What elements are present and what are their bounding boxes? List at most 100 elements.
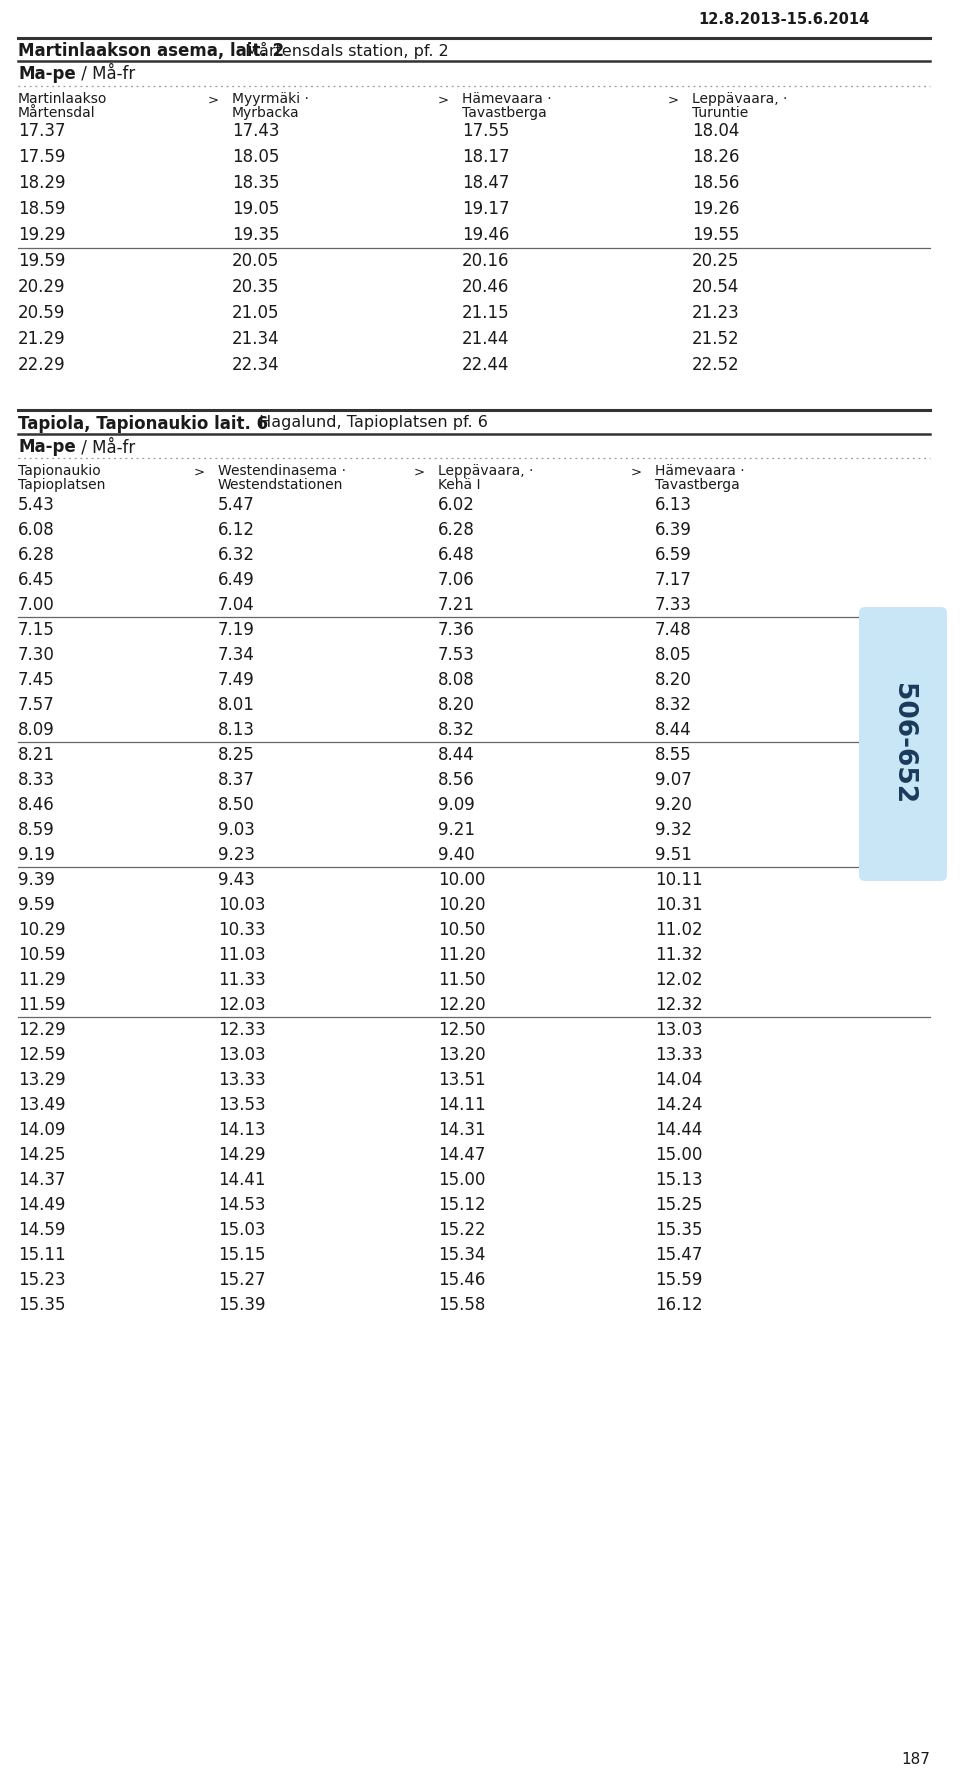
Text: 11.02: 11.02: [655, 921, 703, 939]
Text: 18.29: 18.29: [18, 173, 65, 193]
Text: Leppävaara, ·: Leppävaara, ·: [692, 92, 787, 106]
Text: Tapioplatsen: Tapioplatsen: [18, 477, 106, 492]
Text: 15.03: 15.03: [218, 1222, 266, 1239]
Text: 7.49: 7.49: [218, 672, 254, 690]
Text: 9.32: 9.32: [655, 820, 692, 840]
Text: 14.37: 14.37: [18, 1170, 65, 1190]
Text: 15.25: 15.25: [655, 1195, 703, 1215]
Text: 14.11: 14.11: [438, 1096, 486, 1114]
Text: 14.31: 14.31: [438, 1121, 486, 1139]
Text: Tapionaukio: Tapionaukio: [18, 463, 101, 477]
Text: Mårtensdal: Mårtensdal: [18, 106, 96, 120]
Text: 15.34: 15.34: [438, 1246, 486, 1264]
Text: 12.02: 12.02: [655, 971, 703, 988]
Text: 16.12: 16.12: [655, 1296, 703, 1314]
Text: 7.06: 7.06: [438, 571, 475, 589]
Text: 15.47: 15.47: [655, 1246, 703, 1264]
Text: 14.59: 14.59: [18, 1222, 65, 1239]
Text: 20.54: 20.54: [692, 278, 739, 295]
Text: 7.30: 7.30: [18, 645, 55, 665]
Text: 11.50: 11.50: [438, 971, 486, 988]
Text: 22.44: 22.44: [462, 355, 510, 375]
Text: Martinlaakso: Martinlaakso: [18, 92, 108, 106]
Text: 19.35: 19.35: [232, 226, 279, 244]
Text: 21.23: 21.23: [692, 304, 740, 322]
Text: Tavastberga: Tavastberga: [462, 106, 547, 120]
Text: 9.03: 9.03: [218, 820, 254, 840]
Text: 14.53: 14.53: [218, 1195, 266, 1215]
Text: 12.59: 12.59: [18, 1047, 65, 1064]
Text: 20.25: 20.25: [692, 253, 739, 271]
Text: 5.47: 5.47: [218, 497, 254, 514]
Text: 18.56: 18.56: [692, 173, 739, 193]
Text: 7.15: 7.15: [18, 621, 55, 638]
Text: 12.29: 12.29: [18, 1020, 65, 1040]
Text: 19.05: 19.05: [232, 200, 279, 217]
Text: 14.04: 14.04: [655, 1071, 703, 1089]
Text: 8.46: 8.46: [18, 796, 55, 813]
Text: 17.55: 17.55: [462, 122, 510, 140]
Text: 7.17: 7.17: [655, 571, 692, 589]
Text: Ma-pe: Ma-pe: [18, 438, 76, 456]
Text: 21.52: 21.52: [692, 331, 739, 348]
Text: 15.00: 15.00: [655, 1146, 703, 1163]
Text: 15.35: 15.35: [18, 1296, 65, 1314]
Text: 6.28: 6.28: [18, 546, 55, 564]
Text: 7.00: 7.00: [18, 596, 55, 613]
Text: 14.41: 14.41: [218, 1170, 266, 1190]
Text: 20.59: 20.59: [18, 304, 65, 322]
Text: 14.49: 14.49: [18, 1195, 65, 1215]
Text: Westendstationen: Westendstationen: [218, 477, 344, 492]
Text: 21.29: 21.29: [18, 331, 65, 348]
Text: 5.43: 5.43: [18, 497, 55, 514]
Text: 8.50: 8.50: [218, 796, 254, 813]
Text: 9.43: 9.43: [218, 872, 254, 889]
Text: 6.49: 6.49: [218, 571, 254, 589]
Text: 19.26: 19.26: [692, 200, 739, 217]
Text: 8.44: 8.44: [438, 746, 475, 764]
Text: 8.05: 8.05: [655, 645, 692, 665]
Text: 7.04: 7.04: [218, 596, 254, 613]
Text: 9.19: 9.19: [18, 847, 55, 865]
Text: 11.03: 11.03: [218, 946, 266, 964]
Text: 7.48: 7.48: [655, 621, 692, 638]
Text: 8.32: 8.32: [655, 697, 692, 714]
Text: 7.36: 7.36: [438, 621, 475, 638]
Text: Westendinasema ·: Westendinasema ·: [218, 463, 346, 477]
Text: 9.59: 9.59: [18, 896, 55, 914]
Text: 12.20: 12.20: [438, 995, 486, 1015]
Text: 187: 187: [901, 1752, 930, 1766]
Text: 6.13: 6.13: [655, 497, 692, 514]
Text: 21.15: 21.15: [462, 304, 510, 322]
Text: 12.03: 12.03: [218, 995, 266, 1015]
Text: 6.28: 6.28: [438, 522, 475, 539]
Text: 15.58: 15.58: [438, 1296, 486, 1314]
Text: 13.29: 13.29: [18, 1071, 65, 1089]
Text: 20.46: 20.46: [462, 278, 510, 295]
Text: Kehä I: Kehä I: [438, 477, 481, 492]
Text: 8.09: 8.09: [18, 721, 55, 739]
Text: 8.56: 8.56: [438, 771, 475, 789]
Text: 18.47: 18.47: [462, 173, 510, 193]
Text: 22.29: 22.29: [18, 355, 65, 375]
Text: 20.05: 20.05: [232, 253, 279, 271]
Text: 10.50: 10.50: [438, 921, 486, 939]
Text: / Må-fr: / Må-fr: [76, 65, 135, 83]
Text: 7.33: 7.33: [655, 596, 692, 613]
Text: 13.33: 13.33: [655, 1047, 703, 1064]
Text: 8.32: 8.32: [438, 721, 475, 739]
Text: 8.44: 8.44: [655, 721, 692, 739]
Text: 15.23: 15.23: [18, 1271, 65, 1289]
Text: 8.25: 8.25: [218, 746, 254, 764]
Text: >: >: [668, 94, 679, 108]
Text: 14.29: 14.29: [218, 1146, 266, 1163]
Text: 20.16: 20.16: [462, 253, 510, 271]
Text: 7.21: 7.21: [438, 596, 475, 613]
Text: 8.08: 8.08: [438, 672, 475, 690]
Text: 15.00: 15.00: [438, 1170, 486, 1190]
Text: 17.37: 17.37: [18, 122, 65, 140]
Text: 9.23: 9.23: [218, 847, 255, 865]
Text: 18.26: 18.26: [692, 149, 739, 166]
Text: 19.59: 19.59: [18, 253, 65, 271]
Text: 506-652: 506-652: [890, 684, 916, 804]
